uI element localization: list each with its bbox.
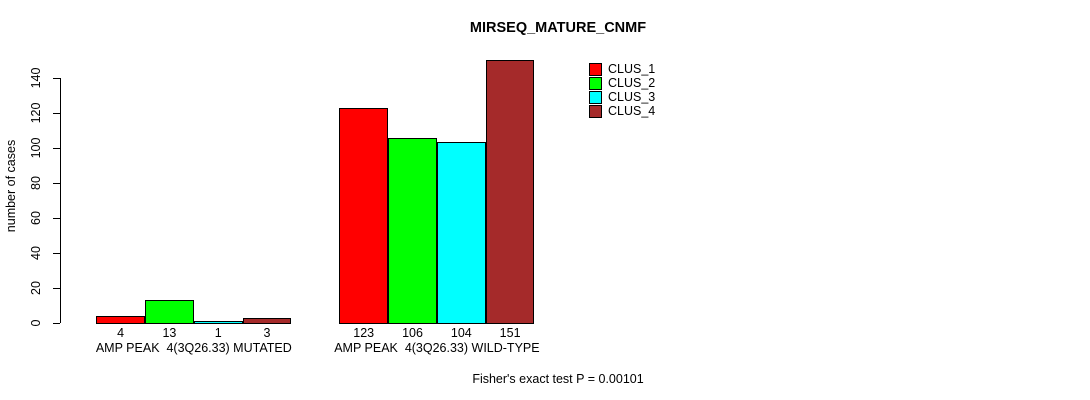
bar-value-label: 4	[117, 326, 125, 340]
y-tick-label: 60	[29, 210, 43, 225]
bar-clus_3-group1	[193, 321, 243, 324]
y-axis-title: number of cases	[4, 139, 18, 233]
bar-clus_2-group1	[145, 300, 194, 324]
y-tick	[53, 182, 60, 184]
y-tick-label: 20	[29, 280, 43, 295]
bar-value-label: 1	[214, 326, 222, 340]
bar-clus_4-group1	[242, 317, 292, 324]
y-tick-label: 100	[29, 137, 43, 159]
bar-clus_1-group1	[96, 316, 145, 324]
y-tick	[53, 287, 60, 289]
bar-clus_3-group2	[436, 141, 486, 324]
legend-swatch-clus_4	[589, 105, 602, 118]
legend-item-clus_3: CLUS_3	[589, 91, 655, 104]
y-tick-label: 80	[29, 176, 43, 190]
bar-value-label: 13	[162, 326, 177, 340]
y-tick	[53, 78, 60, 80]
legend-item-clus_1: CLUS_1	[589, 63, 655, 76]
y-tick-label: 120	[29, 102, 43, 124]
y-tick	[53, 217, 60, 219]
legend-label-clus_4: CLUS_4	[608, 104, 656, 118]
bar-clus_4-group2	[485, 59, 535, 324]
legend-label-clus_1: CLUS_1	[608, 62, 656, 76]
y-tick	[53, 148, 60, 150]
legend-label-clus_3: CLUS_3	[608, 90, 656, 104]
y-tick	[53, 113, 60, 115]
legend: CLUS_1 CLUS_2 CLUS_3 CLUS_4	[589, 63, 655, 119]
category-label: AMP PEAK 4(3Q26.33) MUTATED	[95, 341, 292, 355]
bar-clus_2-group2	[388, 138, 437, 324]
y-tick-label: 140	[29, 67, 43, 89]
y-tick-label: 0	[29, 319, 43, 326]
bar-value-label: 123	[353, 326, 375, 340]
bar-value-label: 3	[263, 326, 271, 340]
bar-clus_1-group2	[339, 108, 389, 324]
legend-label-clus_2: CLUS_2	[608, 76, 656, 90]
legend-item-clus_2: CLUS_2	[589, 77, 655, 90]
legend-item-clus_4: CLUS_4	[589, 105, 655, 118]
fisher-test-annotation: Fisher's exact test P = 0.00101	[472, 372, 644, 386]
legend-swatch-clus_2	[589, 77, 602, 90]
y-tick	[53, 252, 60, 254]
category-label: AMP PEAK 4(3Q26.33) WILD-TYPE	[334, 341, 540, 355]
y-tick	[53, 322, 60, 324]
y-tick-label: 40	[29, 245, 43, 260]
y-axis-line	[60, 78, 61, 323]
bar-value-label: 151	[499, 326, 521, 340]
legend-swatch-clus_3	[589, 91, 602, 104]
legend-swatch-clus_1	[589, 63, 602, 76]
chart-title: MIRSEQ_MATURE_CNMF	[469, 20, 647, 36]
bar-value-label: 106	[402, 326, 423, 340]
bar-value-label: 104	[450, 326, 472, 340]
